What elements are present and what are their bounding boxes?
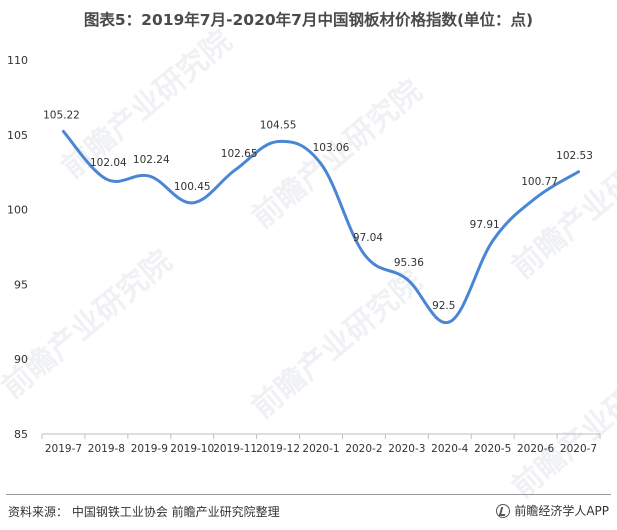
data-label: 104.55 [260,120,297,132]
x-tick-label: 2019-7 [45,443,82,455]
x-tick-label: 2020-7 [560,443,597,455]
x-tick-label: 2020-1 [302,443,339,455]
x-tick-label: 2020-3 [388,443,425,455]
data-label: 102.24 [133,154,170,166]
data-label: 103.06 [313,142,350,154]
data-label: 95.36 [394,257,424,269]
data-label: 102.53 [556,150,593,162]
x-tick-label: 2019-9 [131,443,168,455]
y-axis: 85 90 95 100 105 110 [7,54,28,441]
y-tick-label: 95 [14,278,28,291]
x-tick-label: 2020-6 [517,443,555,455]
series-line [61,130,581,325]
y-tick-label: 110 [7,54,28,67]
data-label: 102.04 [90,157,127,169]
brand-name: 前瞻经济学人APP [514,504,609,518]
brand-logo-icon [496,503,511,518]
data-label: 100.45 [174,181,211,193]
x-tick-label: 2019-10 [170,443,214,455]
x-tick-label: 2020-2 [345,443,382,455]
y-tick-label: 105 [7,129,28,142]
x-tick-label: 2019-12 [256,443,300,455]
source-note: 资料来源： 中国钢铁工业协会 前瞻产业研究院整理 [8,505,280,519]
y-tick-label: 90 [14,353,28,366]
chart-title: 图表5：2019年7月-2020年7月中国钢板材价格指数(单位：点) [83,11,534,29]
data-label: 97.91 [470,219,500,231]
x-tick-label: 2019-11 [213,443,257,455]
y-tick-label: 85 [14,428,28,441]
data-label: 100.77 [521,176,558,188]
data-label: 97.04 [353,232,383,244]
data-label: 102.65 [221,148,258,160]
data-label: 92.5 [432,300,455,312]
series [61,130,581,325]
brand: 前瞻经济学人APP [496,502,609,519]
x-tick-label: 2020-5 [474,443,511,455]
data-label: 105.22 [43,110,80,122]
x-tick-label: 2019-8 [88,443,125,455]
footer-divider [6,494,611,495]
x-axis: 2019-7 2019-8 2019-9 2019-10 2019-11 2019-12 2… [41,433,601,455]
x-tick-label: 2020-4 [431,443,469,455]
data-labels: 105.22 102.04 102.24 100.45 102.65 104.55 103.… [43,110,593,312]
y-tick-label: 100 [7,204,28,217]
